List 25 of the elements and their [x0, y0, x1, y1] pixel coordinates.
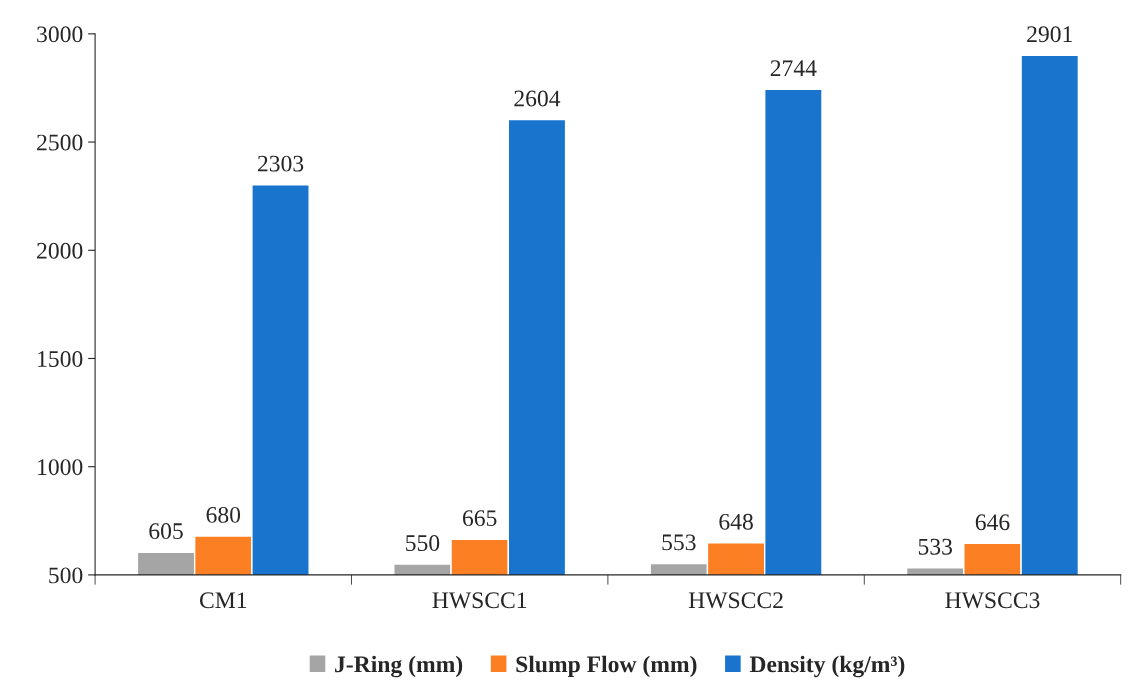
y-tick-label: 500	[49, 567, 83, 584]
y-tick-label: 2500	[37, 134, 83, 151]
data-label: 2901	[1027, 26, 1072, 43]
y-tick-label: 1000	[38, 459, 83, 476]
data-label: 2303	[257, 155, 304, 172]
legend-label: J-Ring (mm)	[335, 655, 463, 678]
data-label: 533	[918, 538, 952, 555]
legend-label: Density (kg/m³)	[749, 655, 905, 678]
y-tick-label: 1500	[38, 350, 83, 367]
y-tick-label: 3000	[37, 26, 83, 43]
data-label: 553	[662, 534, 696, 551]
x-tick-label: HWSCC3	[945, 592, 1040, 609]
data-label: 2744	[770, 60, 817, 76]
x-tick-label: HWSCC1	[432, 592, 527, 609]
data-label: 2604	[514, 90, 561, 107]
data-label: 665	[462, 510, 497, 527]
data-label: 605	[149, 523, 183, 540]
data-label: 648	[719, 513, 753, 530]
data-label: 550	[406, 535, 440, 551]
data-label: 680	[206, 506, 241, 523]
x-tick-label: CM1	[199, 592, 247, 609]
y-tick-label: 2000	[37, 242, 83, 259]
x-tick-label: HWSCC2	[688, 592, 783, 609]
data-label: 646	[975, 514, 1010, 531]
legend-label: Slump Flow (mm)	[516, 655, 697, 678]
